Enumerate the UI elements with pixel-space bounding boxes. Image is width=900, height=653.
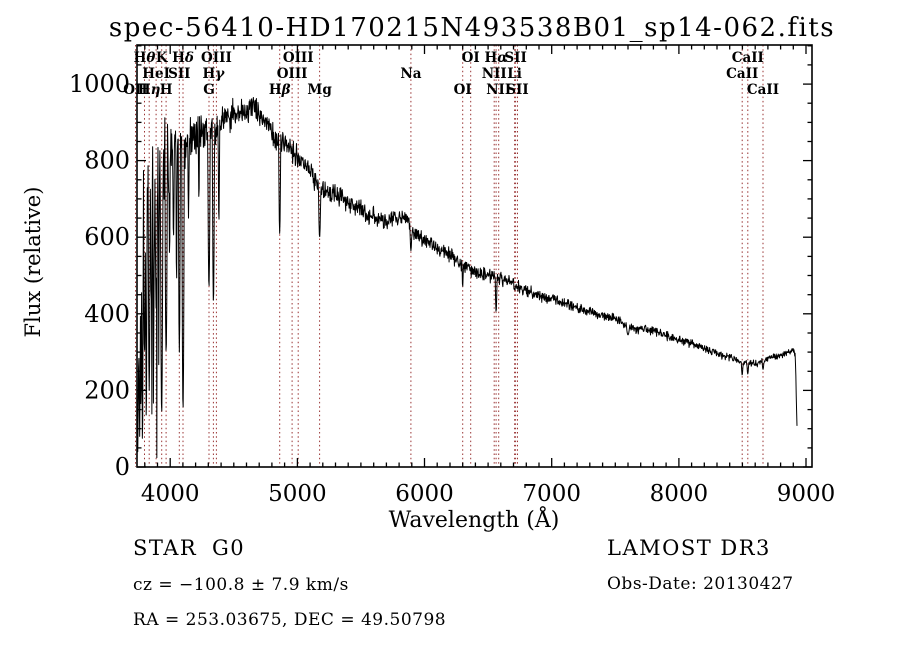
y-tick-label: 1000 xyxy=(69,70,130,98)
spectral-line-label: CaII xyxy=(747,82,779,98)
y-tick-label: 600 xyxy=(84,223,130,251)
spectral-line-label: Hα xyxy=(485,50,509,66)
class-label: STAR xyxy=(133,536,197,560)
spectral-line-label: Hβ xyxy=(269,82,291,98)
y-tick-label: 800 xyxy=(84,147,130,175)
spectral-line-label: Hη xyxy=(138,82,161,98)
spectrum-trace xyxy=(136,96,798,459)
footer-annotations: STAR G0 LAMOST DR3 cz = −100.8 ± 7.9 km/… xyxy=(133,536,794,630)
spectral-line-label: OIII xyxy=(201,50,232,66)
y-tick-label: 400 xyxy=(84,300,130,328)
spectral-line-label: Li xyxy=(507,66,522,82)
spectral-line-label: Hθ xyxy=(134,50,156,66)
spectral-line-label: SII xyxy=(506,82,528,98)
spectral-line-label: CaII xyxy=(732,50,764,66)
plot-title: spec-56410-HD170215N493538B01_sp14-062.f… xyxy=(109,13,835,43)
spectral-line-label: OIII xyxy=(283,50,314,66)
spectral-line-label: OI xyxy=(454,82,472,98)
x-axis-label: Wavelength (Å) xyxy=(389,505,560,533)
spectral-line-label: Hδ xyxy=(172,50,194,66)
spectral-line-label: CaII xyxy=(726,66,758,82)
spectral-line-label: Na xyxy=(400,66,421,82)
x-tick-label: 6000 xyxy=(395,481,454,507)
obs-date: Obs-Date: 20130427 xyxy=(607,574,794,594)
x-tick-label: 9000 xyxy=(777,481,836,507)
x-tick-label: 8000 xyxy=(650,481,709,507)
cz-value: cz = −100.8 ± 7.9 km/s xyxy=(133,575,349,595)
spectral-line-label: Hγ xyxy=(203,66,226,82)
axes: 4000 5000 6000 7000 8000 9000 0 200 400 600 800 100… xyxy=(69,44,836,507)
spectral-line-label: Mg xyxy=(307,82,332,98)
x-tick-label: 7000 xyxy=(522,481,581,507)
spectral-line-label: NII xyxy=(482,66,507,82)
spectral-line-label: OIII xyxy=(277,66,308,82)
spectral-line-label: SII xyxy=(168,66,190,82)
spectrum-path xyxy=(136,96,798,459)
ra-dec: RA = 253.03675, DEC = 49.50798 xyxy=(133,610,446,630)
subclass-label: G0 xyxy=(212,536,245,560)
x-tick-label: 5000 xyxy=(268,481,327,507)
spectral-line-label: HeI xyxy=(142,66,170,82)
y-tick-label: 200 xyxy=(84,376,130,404)
spectral-line-label: K xyxy=(156,50,169,66)
spectral-line-label: SII xyxy=(504,50,526,66)
spectral-line-markers xyxy=(135,45,764,467)
spectral-line-labels: OIIHθHηHeIKHSIIHδGHγOIIIHβOIIIOIIIMgNaOI… xyxy=(123,50,779,98)
y-axis-label: Flux (relative) xyxy=(21,187,45,338)
spectral-line-label: H xyxy=(160,82,173,98)
x-tick-label: 4000 xyxy=(141,481,200,507)
survey-label: LAMOST DR3 xyxy=(607,536,771,560)
spectral-line-label: G xyxy=(203,82,215,98)
spectral-line-label: OII xyxy=(123,82,147,98)
spectral-line-label: OI xyxy=(462,50,480,66)
y-tick-label: 0 xyxy=(115,453,130,481)
spectral-line-label: NII xyxy=(486,82,511,98)
